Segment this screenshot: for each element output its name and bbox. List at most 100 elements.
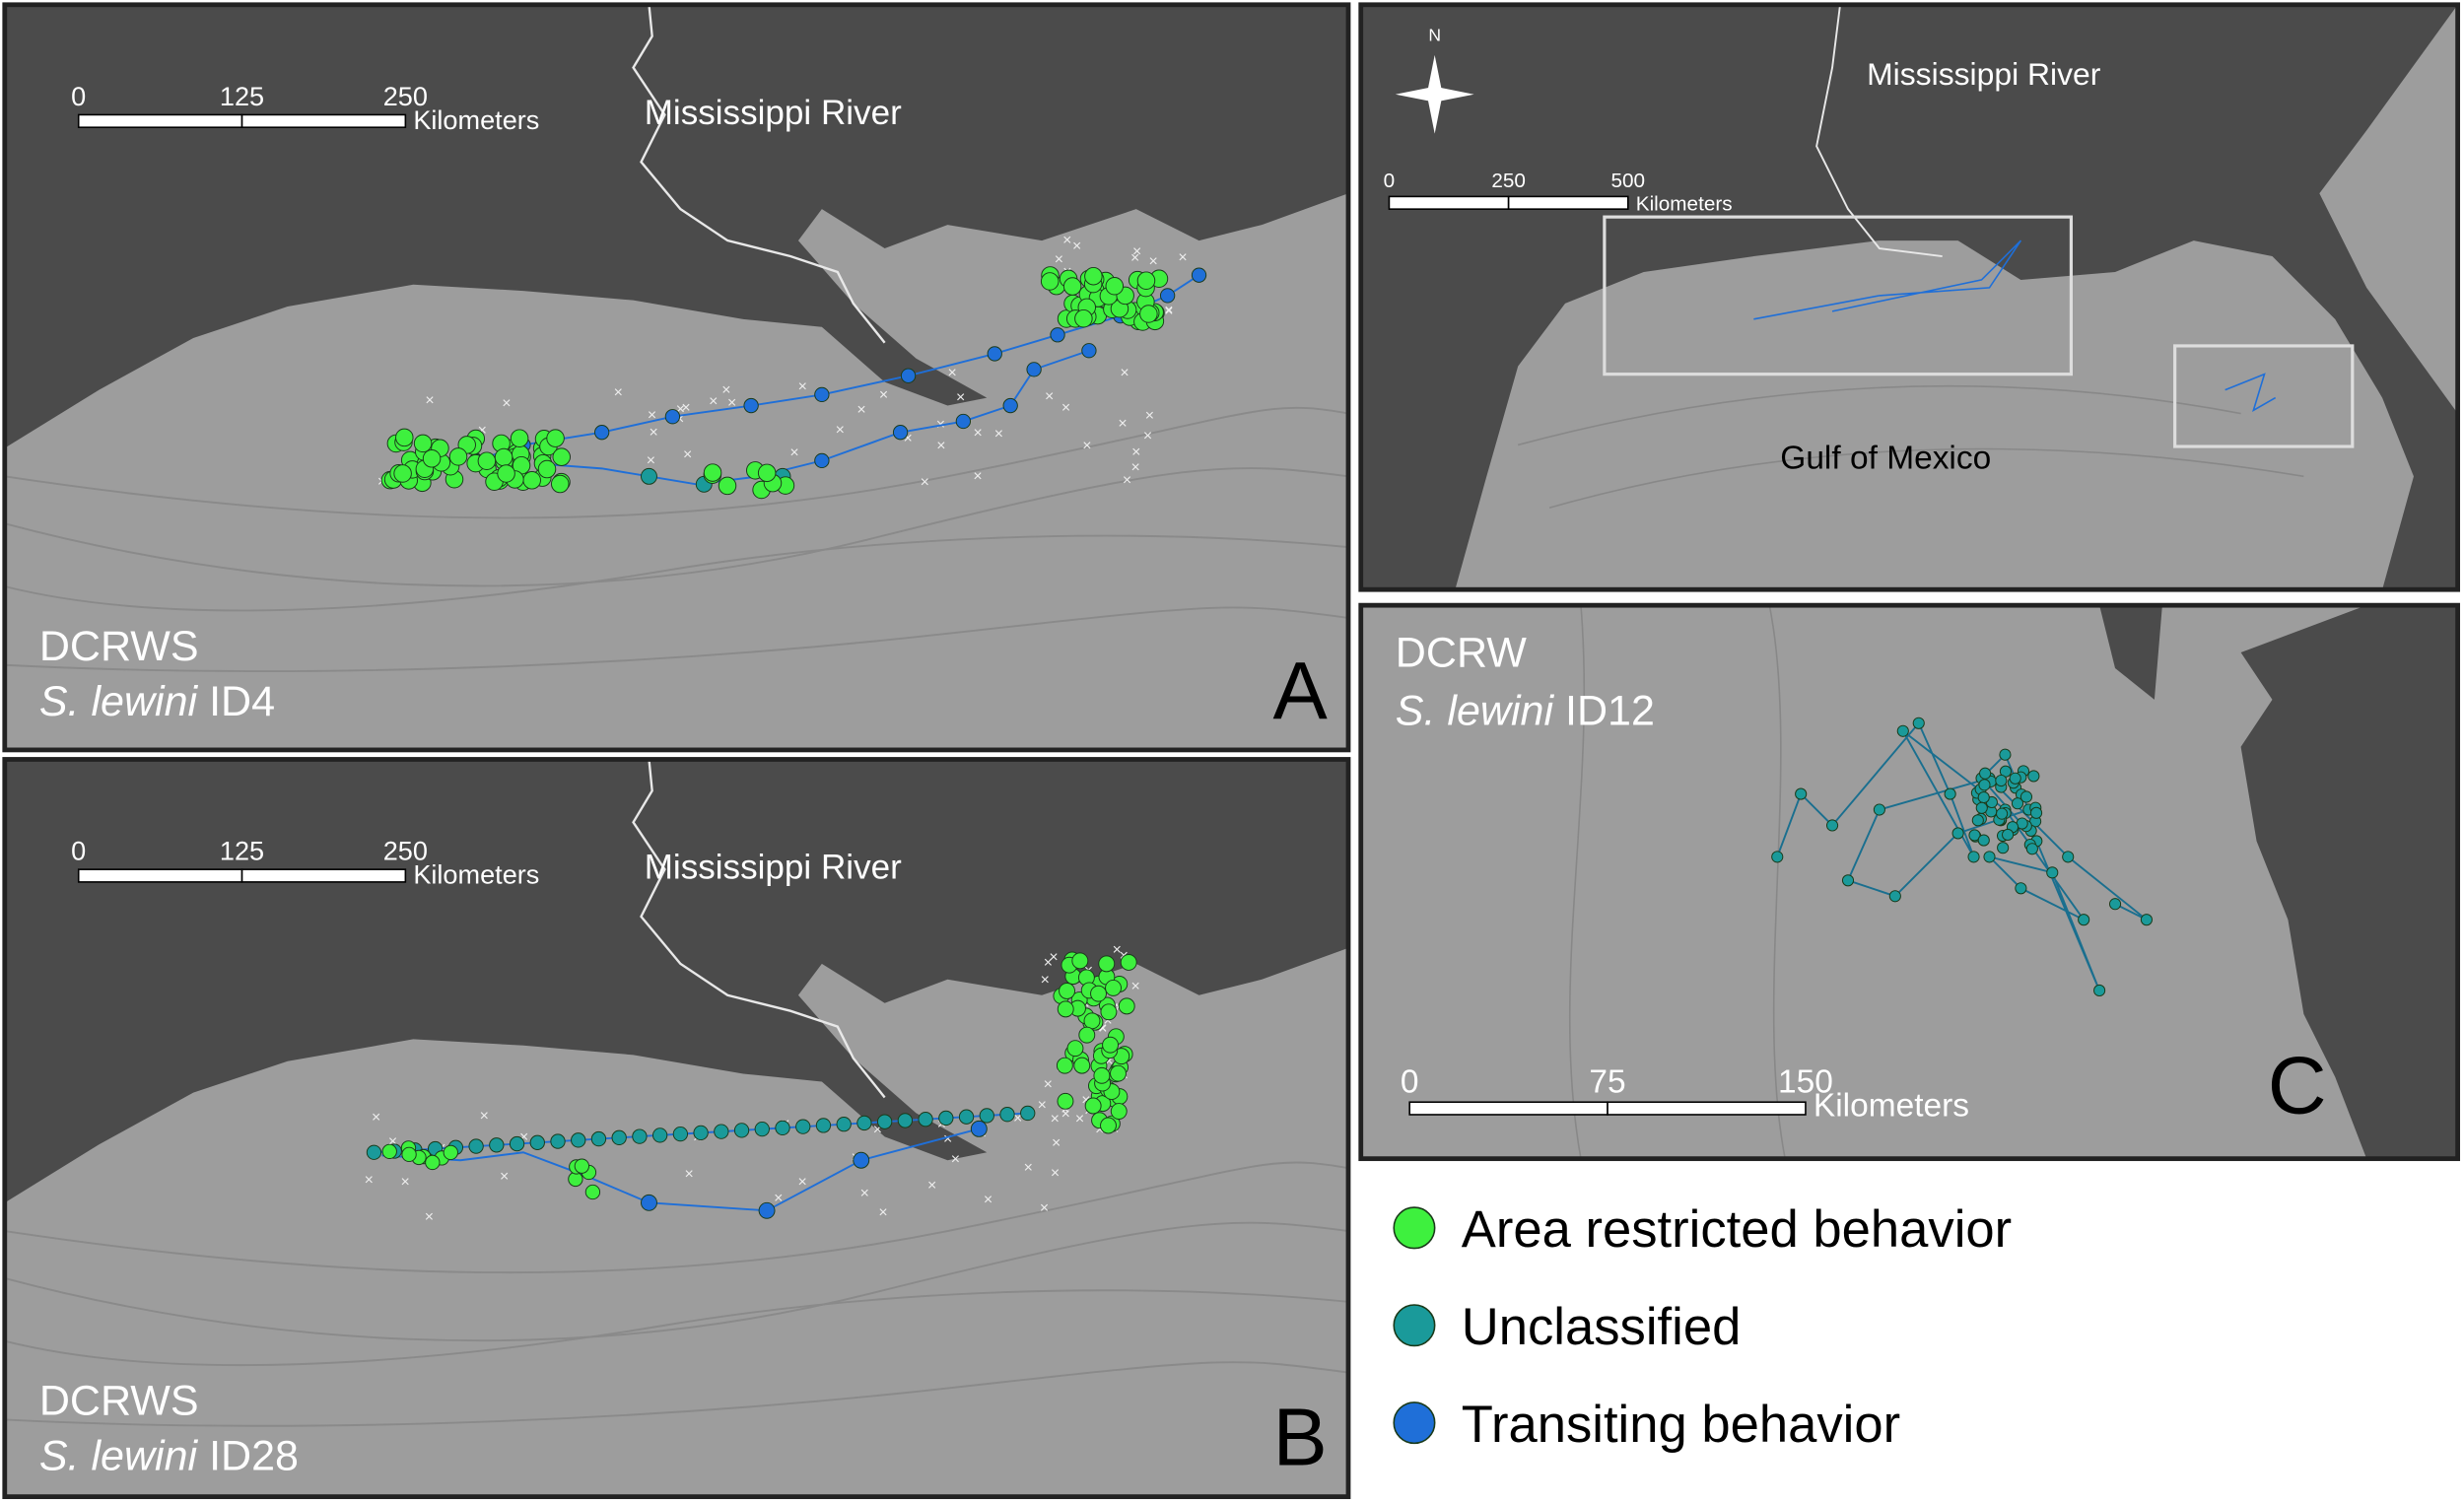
scale-bar-open — [1507, 195, 1629, 210]
depth-contour — [4, 1289, 1348, 1367]
sea-label: Gulf of Mexico — [1780, 440, 1991, 476]
location-point — [979, 1108, 994, 1124]
location-x: × — [856, 402, 865, 419]
location-point — [758, 1201, 776, 1219]
water — [1455, 240, 2414, 590]
location-x: × — [1131, 444, 1140, 461]
location-point — [2046, 866, 2059, 879]
location-point — [1084, 266, 1103, 286]
location-x: × — [873, 1122, 882, 1138]
animal-label: S. lewini ID4 — [39, 678, 275, 725]
panel — [1360, 605, 2458, 1159]
animal-id: ID12 — [1565, 687, 1655, 734]
animal-id: ID28 — [209, 1432, 299, 1479]
scale-unit: Kilometers — [413, 104, 539, 135]
location-point — [1996, 807, 2009, 820]
location-point — [856, 1115, 872, 1131]
location-x: × — [425, 392, 434, 409]
location-x: × — [709, 393, 718, 410]
location-x: × — [973, 425, 982, 442]
location-x: × — [1082, 438, 1091, 454]
location-point — [1136, 271, 1156, 290]
panel-frame — [1358, 2, 2461, 592]
location-point — [1120, 953, 1137, 971]
location-point — [664, 409, 681, 425]
panel-frame — [1358, 602, 2461, 1162]
location-point — [892, 425, 909, 441]
location-point — [395, 428, 414, 447]
location-point — [1074, 308, 1093, 328]
legend-label: Unclassified — [1462, 1298, 1742, 1356]
location-x: × — [1041, 972, 1050, 989]
location-x: × — [614, 384, 623, 401]
location-point — [2011, 797, 2024, 810]
location-point — [571, 1132, 586, 1148]
location-point — [401, 1146, 417, 1163]
legend-label: Transiting behavior — [1462, 1396, 1900, 1454]
location-point — [422, 449, 442, 468]
location-point — [584, 1184, 601, 1200]
animal-id: ID4 — [209, 678, 275, 725]
location-point — [897, 1113, 914, 1128]
location-point — [733, 1123, 750, 1138]
scale-bar-open — [240, 868, 407, 883]
legend-swatch — [1393, 1304, 1436, 1347]
location-point — [641, 1194, 657, 1211]
depth-contour — [1548, 447, 2304, 510]
location-point — [2030, 806, 2043, 819]
location-x: × — [1164, 304, 1173, 320]
location-x: × — [1045, 388, 1054, 405]
location-x: × — [1103, 1012, 1112, 1029]
location-point — [672, 1126, 689, 1142]
location-x: × — [425, 1209, 434, 1226]
scale-label: 250 — [383, 836, 428, 866]
location-point — [754, 1121, 770, 1137]
location-x: × — [372, 1110, 380, 1127]
location-point — [1983, 851, 1996, 863]
location-x: × — [936, 438, 945, 454]
depth-contour — [4, 1221, 1348, 1342]
location-x: × — [836, 422, 845, 439]
location-point — [632, 1128, 648, 1144]
location-x: × — [502, 395, 511, 412]
location-point — [1057, 1092, 1074, 1110]
location-point — [815, 1118, 832, 1133]
location-x: × — [927, 1177, 936, 1194]
scale-unit: Kilometers — [1814, 1088, 1969, 1125]
location-point — [1056, 1057, 1073, 1074]
location-point — [1896, 724, 1909, 737]
location-point — [1066, 1040, 1084, 1058]
location-x: × — [951, 1151, 960, 1168]
location-point — [2078, 914, 2090, 926]
location-point — [814, 386, 830, 403]
location-x: × — [921, 474, 929, 491]
location-point — [641, 467, 657, 485]
location-x: × — [685, 1166, 694, 1183]
scale-bar-open — [1607, 1101, 1807, 1116]
location-x: × — [1120, 365, 1129, 381]
location-x: × — [1075, 1111, 1084, 1127]
location-x: × — [647, 452, 655, 469]
location-x: × — [1051, 1111, 1060, 1127]
scale-label: 75 — [1589, 1064, 1625, 1101]
species: S. lewini — [1396, 687, 1555, 734]
scale-unit: Kilometers — [1636, 193, 1733, 216]
location-x: × — [1098, 1021, 1107, 1038]
animal-label: S. lewini ID12 — [1396, 687, 1655, 734]
location-x: × — [798, 378, 807, 395]
location-x: × — [994, 426, 1003, 443]
location-point — [1110, 1064, 1127, 1082]
location-x: × — [1049, 949, 1058, 966]
location-point — [1951, 827, 1964, 840]
location-x: × — [956, 389, 965, 406]
river — [1815, 4, 1943, 257]
location-point — [1912, 717, 1925, 729]
land — [2240, 605, 2458, 1159]
river-label: Mississippi River — [1867, 56, 2101, 92]
location-x: × — [519, 1128, 528, 1145]
panel-letter: C — [2268, 1039, 2327, 1130]
location-x: × — [1072, 238, 1081, 254]
location-point — [477, 451, 497, 470]
location-x: × — [1044, 954, 1053, 971]
location-point — [590, 1130, 607, 1147]
